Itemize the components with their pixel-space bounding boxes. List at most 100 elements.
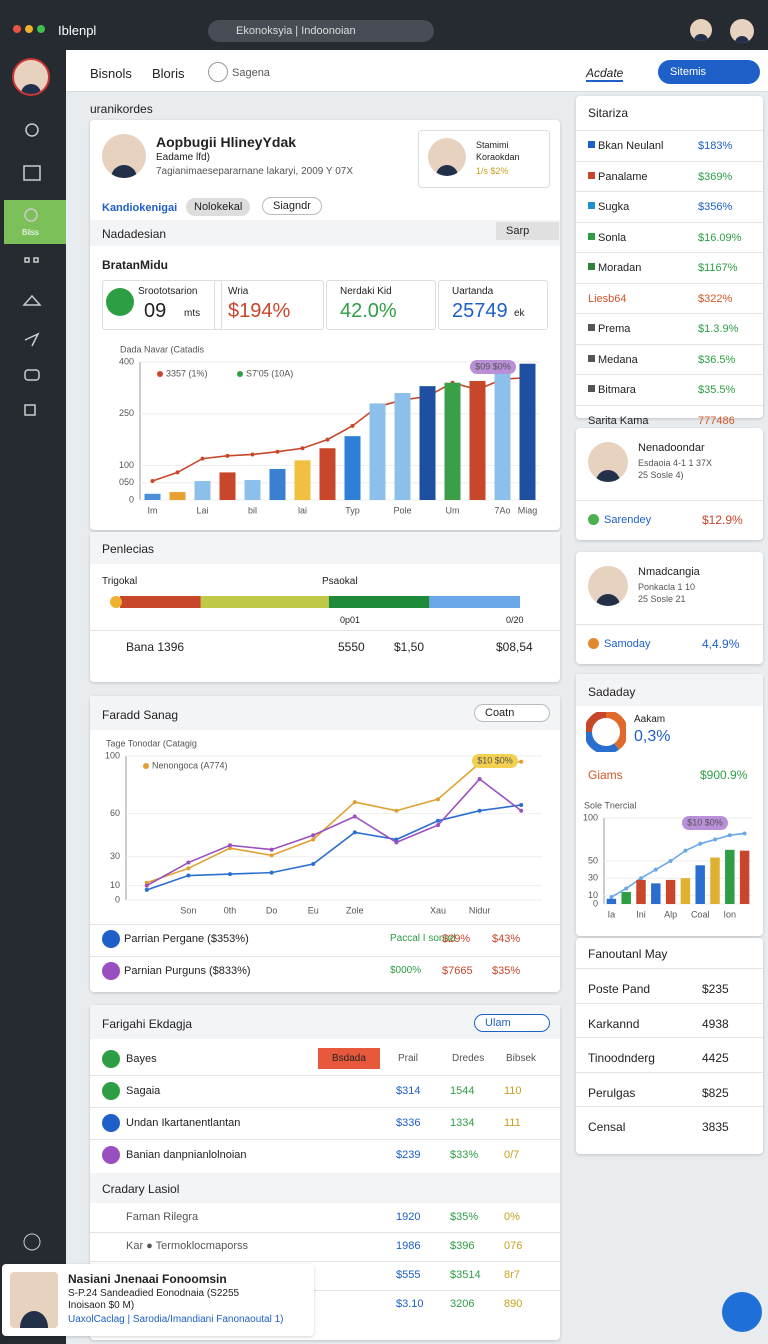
bar [294, 460, 311, 500]
divider [576, 374, 763, 375]
y-tick-label: 10 [110, 880, 120, 890]
summary-card: Sitariza Bkan Neulanl $183% Panalame $369% S… [576, 96, 763, 427]
y-tick-label: 30 [110, 851, 120, 861]
cell: $33% [450, 1149, 479, 1161]
divider [90, 1139, 560, 1140]
item-label: Bkan Neulanl [598, 140, 664, 152]
value: 0,3% [634, 728, 671, 745]
divider [90, 630, 560, 631]
item-label: Censal [588, 1120, 626, 1134]
divider [576, 1071, 763, 1073]
kpi-box [102, 280, 222, 330]
avatar [428, 138, 466, 176]
point [269, 853, 274, 858]
annotation: $10 $0% [477, 755, 513, 765]
badge[interactable]: Bsdada [318, 1048, 380, 1069]
point [394, 840, 399, 845]
divider [90, 1232, 560, 1233]
row-icon [102, 1050, 120, 1068]
divider [90, 1075, 560, 1076]
annotation: $10 $0% [687, 817, 723, 827]
y-tick-label: 50 [588, 855, 598, 865]
menu[interactable]: Acdate [586, 66, 624, 82]
kpi-icon [106, 288, 134, 316]
kpi-box [214, 280, 324, 330]
column-header: Prail [398, 1053, 419, 1064]
select[interactable]: Coatn [474, 704, 550, 722]
avatar[interactable] [12, 58, 50, 96]
divider [576, 1037, 763, 1038]
mini-card [418, 130, 550, 188]
table-card: Farigahi Ekdagja Ulam Bsdada Prail Dredes… [90, 1005, 560, 1340]
point [350, 423, 355, 428]
nav-active[interactable] [4, 200, 66, 244]
bar [710, 857, 720, 904]
select[interactable]: Ulam [474, 1014, 550, 1032]
item-value: $1167% [698, 262, 738, 274]
progress-mark: 0p01 [340, 615, 361, 625]
kpi-box [326, 280, 436, 330]
item-label: Perulgas [588, 1085, 636, 1100]
help-icon[interactable] [20, 1230, 44, 1254]
kpi-unit: mts [184, 308, 201, 319]
search-text: Sagena [232, 67, 270, 79]
row-label: Bayes [126, 1053, 157, 1065]
item-label: Sugka [598, 201, 630, 213]
x-tick-label: Typ [345, 505, 360, 515]
divider [576, 191, 763, 192]
point [300, 446, 305, 451]
revenue-chart: Dada Navar (Catadis 0 050 100 250 400 Im Lai bil… [119, 344, 540, 515]
section-title: Cradary Lasiol [102, 1182, 180, 1196]
point [150, 479, 155, 484]
y-tick-label: 050 [119, 477, 134, 487]
tag-dot [588, 638, 599, 649]
point [742, 831, 747, 836]
point [275, 449, 280, 454]
row-label: Parrian Pergane ($353%) [124, 933, 249, 945]
point [269, 847, 274, 852]
row-icon [102, 930, 120, 948]
avatar[interactable] [690, 19, 712, 41]
item-label: Panalame [598, 170, 648, 183]
tab[interactable]: Kandiokenigai [102, 202, 178, 214]
bar [494, 365, 511, 500]
row-value: $08,54 [496, 640, 533, 654]
filter-select[interactable]: Sarp [496, 222, 560, 240]
person-tag: Samoday [604, 638, 651, 650]
row-label: Kar ● Termoklocmaporss [126, 1240, 248, 1252]
kpi-label: Sroototsarion [138, 286, 198, 297]
header-tab[interactable]: Bisnols [90, 66, 132, 81]
bar [269, 468, 286, 500]
divider [576, 404, 763, 406]
tab[interactable]: Nolokekal [186, 198, 251, 216]
row-value: $29% [442, 933, 471, 945]
button[interactable] [658, 60, 760, 84]
popup-line: Inoisaon $0 M) [68, 1300, 135, 1311]
y-tick-label: 100 [119, 460, 134, 470]
mini-stat: 1/s $2% [476, 166, 509, 176]
item-value: $356% [698, 201, 733, 213]
cell: $35% [450, 1211, 479, 1223]
search-icon[interactable] [208, 62, 228, 82]
row-label: Giams [588, 768, 623, 782]
fab[interactable] [722, 1292, 762, 1332]
payments-card: Penlecias Trigokal Psaokal 0p01 0/20 Ban… [90, 532, 560, 682]
header-tab[interactable]: Bloris [152, 66, 185, 81]
cell: 8r7 [504, 1269, 520, 1281]
point [186, 860, 191, 865]
bar [739, 850, 750, 904]
x-tick-label: Do [266, 905, 278, 915]
point [311, 862, 316, 866]
legend-label: 3357 (1%) [166, 368, 208, 378]
bar [444, 382, 461, 500]
cell: 1920 [396, 1211, 421, 1223]
tab[interactable]: Siagndr [262, 197, 322, 215]
card-header [90, 532, 560, 564]
avatar[interactable] [730, 19, 754, 43]
y-tick-label: 250 [119, 408, 134, 418]
kpi-unit: ek [514, 308, 525, 319]
item-label: Sarita Kama [588, 414, 649, 427]
address-bar[interactable] [208, 20, 434, 42]
section-label: uranikordes [90, 102, 153, 116]
